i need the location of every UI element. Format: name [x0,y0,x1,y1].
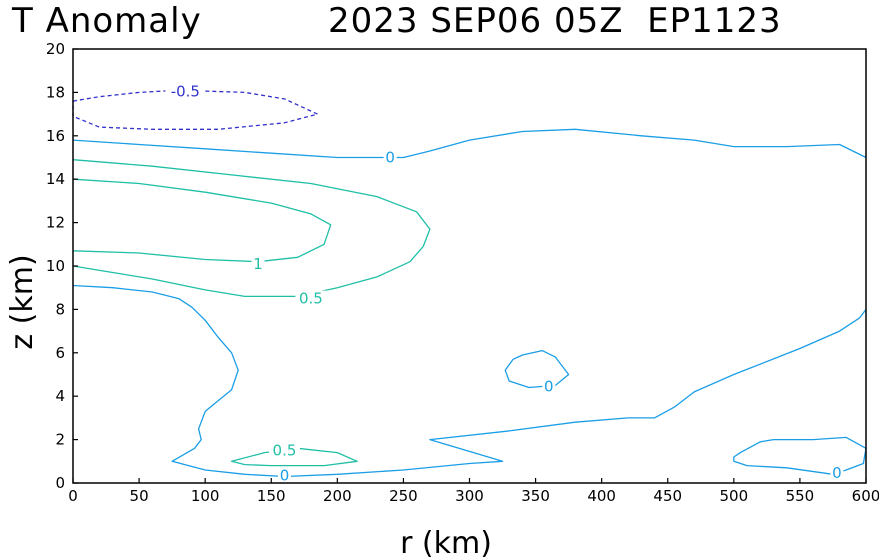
x-tick-label: 250 [389,487,418,505]
y-tick-label: 10 [46,257,65,275]
contour-line-zero-blob-mid [504,349,570,389]
contour-label-zero-blob-right: 0 [832,464,842,482]
contour-label-bg-zero-upper [383,149,397,166]
contour-line-zero-lower-left [72,284,867,478]
y-tick-label: 8 [55,300,65,318]
contour-line-zero-upper [72,128,867,159]
x-tick-label: 600 [852,487,879,505]
contour-label-zero-upper: 0 [385,149,395,167]
x-tick-label: 100 [191,487,220,505]
y-tick-label: 0 [55,474,65,492]
contour-line-pos-1-inner [72,178,332,263]
x-tick-label: 350 [521,487,550,505]
y-tick-label: 2 [55,431,65,449]
contour-label-bg-zero-blob-right [830,465,844,482]
chart-title-left: T Anomaly [11,1,202,41]
x-tick-label: 0 [68,487,78,505]
plot-frame [72,48,867,484]
x-tick-label: 550 [786,487,815,505]
y-tick-label: 12 [46,214,65,232]
y-tick-label: 16 [46,127,65,145]
contour-label-bg-zero-blob-mid [542,378,556,395]
y-tick-label: 4 [55,387,65,405]
x-tick-label: 450 [653,487,682,505]
contour-label-neg-0.5-upper: -0.5 [171,82,200,100]
contour-label-bg-zero-lower-left [277,467,291,484]
y-tick-label: 20 [46,40,65,58]
contour-label-bg-pos-1-inner [251,255,265,272]
y-tick-label: 6 [55,344,65,362]
contour-label-pos-1-inner: 1 [253,255,263,273]
y-axis-title: z (km) [5,254,40,349]
x-tick-label: 150 [257,487,286,505]
x-tick-label: 300 [455,487,484,505]
contour-label-zero-blob-mid: 0 [544,377,554,395]
contour-line-zero-blob-right [733,436,867,475]
x-tick-label: 200 [323,487,352,505]
x-tick-label: 400 [587,487,616,505]
contour-label-bg-neg-0.5-upper [165,83,206,100]
contour-label-zero-lower-left: 0 [280,466,290,484]
contour-label-bg-pos-0.5-lower [268,442,300,459]
x-tick-label: 50 [130,487,149,505]
contour-line-neg-0.5-upper [72,89,319,130]
contour-line-pos-0.5-outer [72,159,431,298]
x-axis-title: r (km) [400,526,492,559]
chart-title-right: 2023 SEP06 05Z EP1123 [328,1,782,41]
contour-label-pos-0.5-outer: 0.5 [299,290,323,308]
contour-label-bg-pos-0.5-outer [295,290,327,307]
y-tick-label: 14 [46,170,65,188]
y-tick-label: 18 [46,83,65,101]
x-tick-label: 500 [720,487,749,505]
contour-label-pos-0.5-lower: 0.5 [273,441,297,459]
